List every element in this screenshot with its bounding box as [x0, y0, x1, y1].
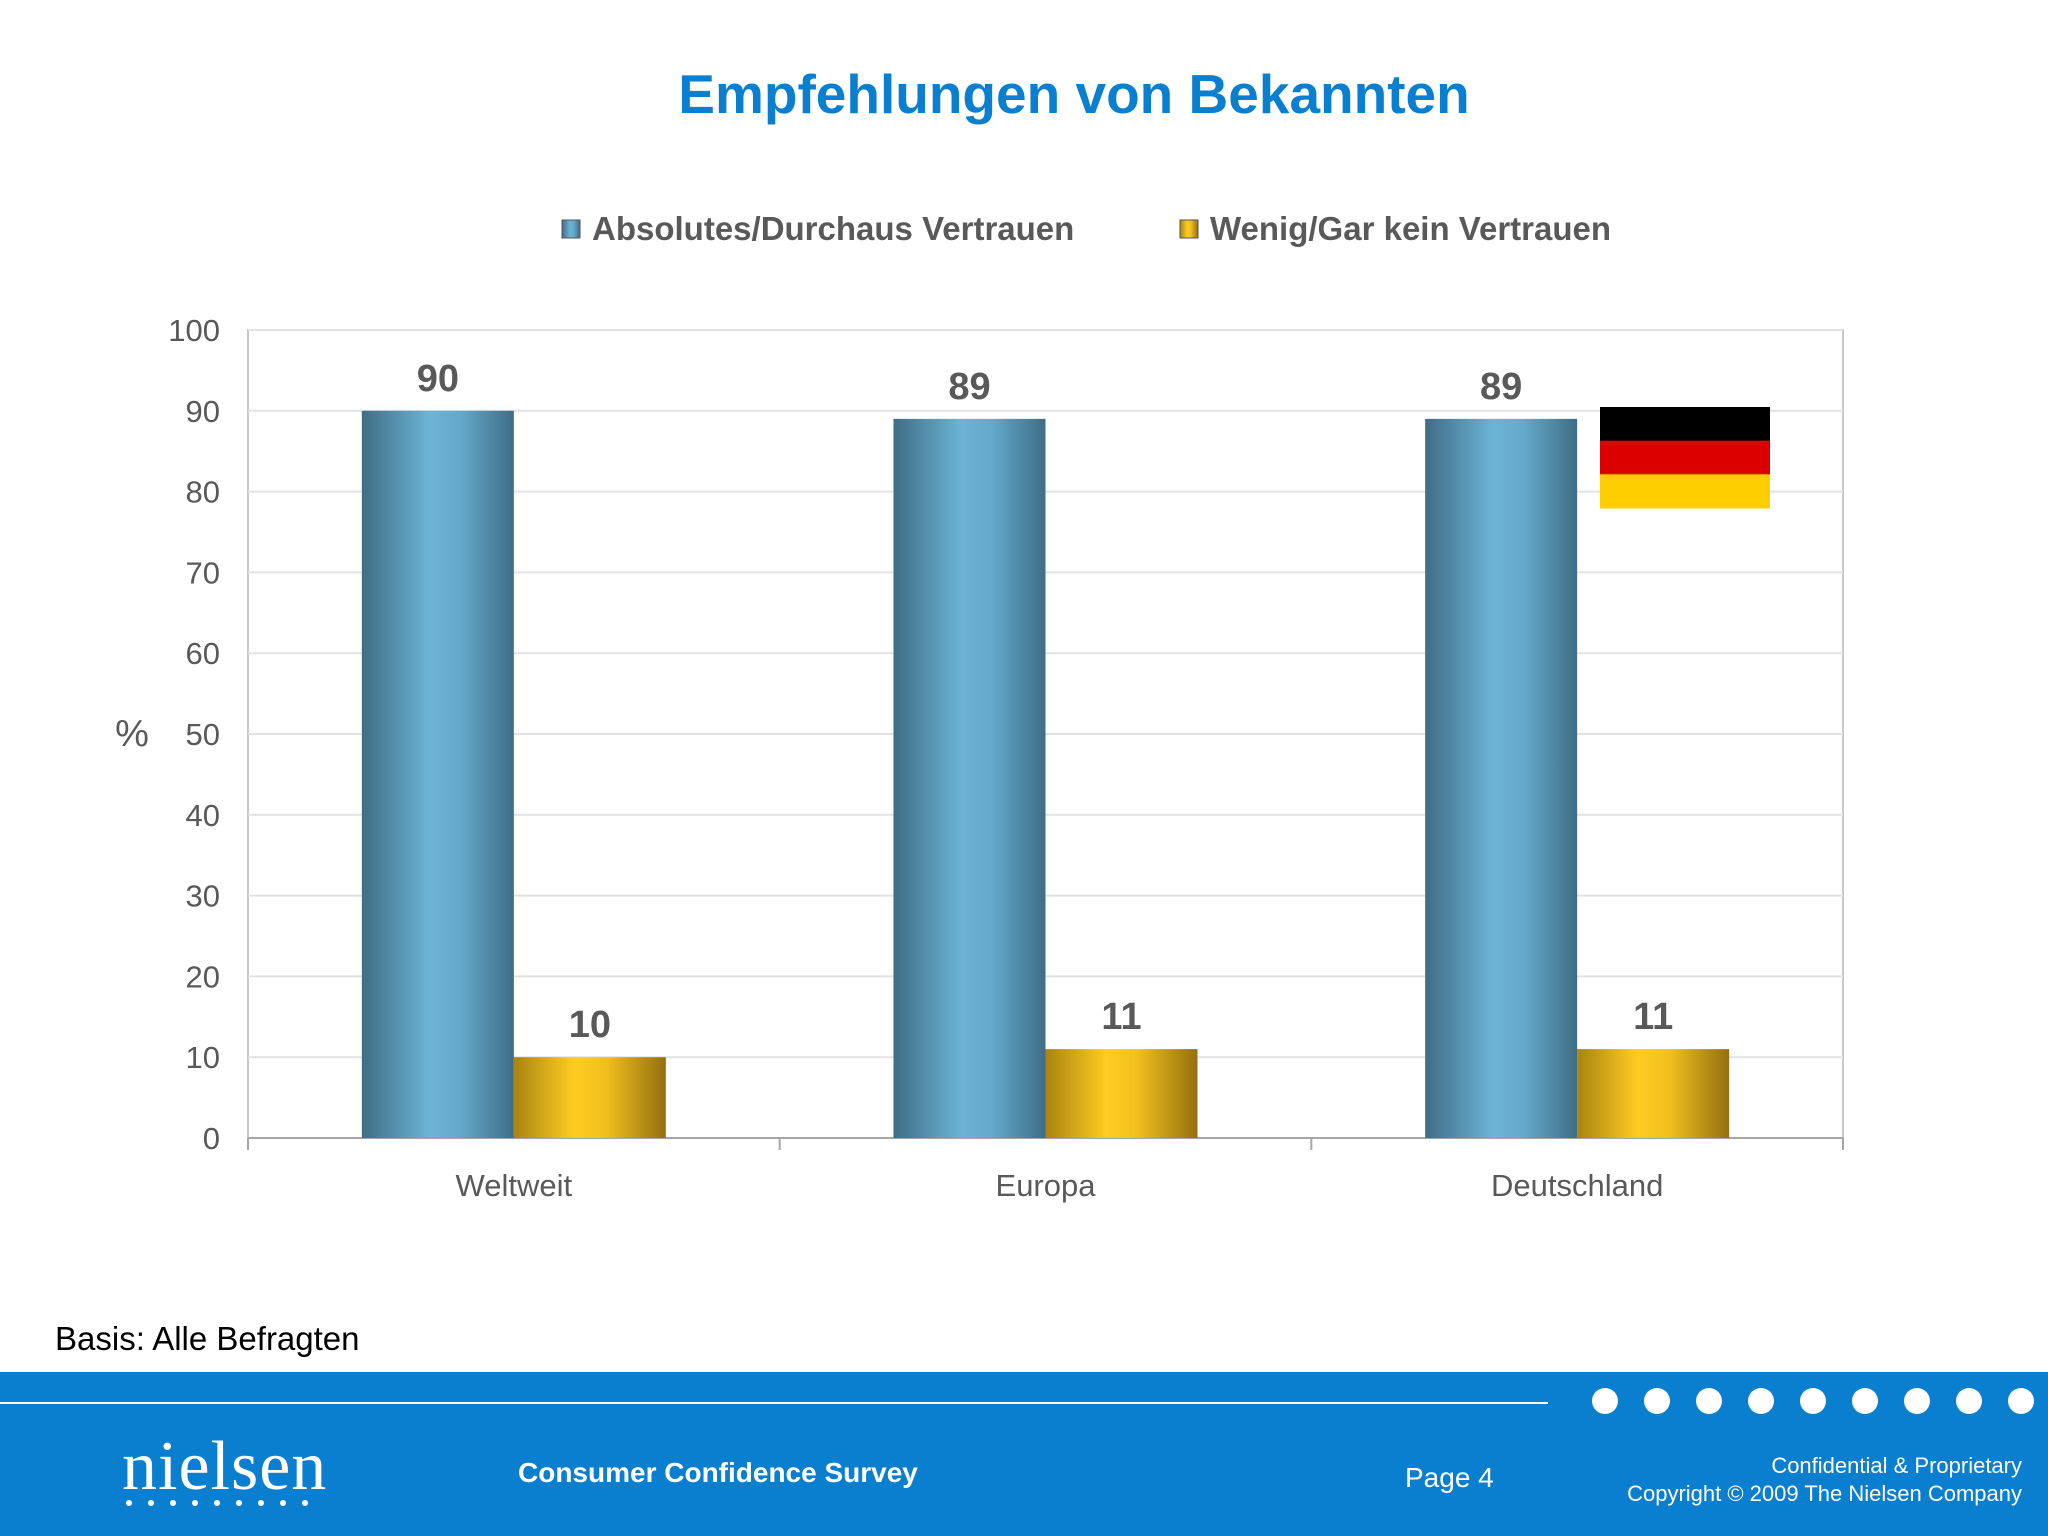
data-label: 10: [569, 1004, 611, 1046]
data-label: 89: [1480, 366, 1522, 408]
y-tick-label: 70: [186, 555, 220, 590]
chart-title: Empfehlungen von Bekannten: [678, 63, 1470, 125]
data-label: 11: [1101, 996, 1141, 1038]
y-tick-label: 90: [186, 394, 220, 429]
germany-flag-stripe: [1600, 440, 1770, 475]
x-tick-label: Deutschland: [1491, 1168, 1663, 1203]
dot-icon: [1800, 1388, 1826, 1414]
y-tick-label: 40: [186, 798, 220, 833]
y-axis-label: %: [115, 713, 149, 755]
x-tick-label: Weltweit: [456, 1168, 573, 1203]
legend-swatch: [1179, 219, 1199, 239]
confidential-label: Confidential & Proprietary: [1771, 1453, 2022, 1478]
x-tick-label: Europa: [996, 1168, 1097, 1203]
dot-icon: [2008, 1388, 2034, 1414]
dot-icon: [1904, 1388, 1930, 1414]
footer-divider: [0, 1402, 1548, 1404]
confidential-note: Confidential & Proprietary Copyright © 2…: [1627, 1452, 2022, 1508]
data-label: 89: [948, 366, 990, 408]
dot-icon: [1748, 1388, 1774, 1414]
bar: [513, 1057, 666, 1138]
dot-icon: [1592, 1388, 1618, 1414]
data-label: 90: [417, 358, 459, 400]
y-tick-label: 0: [203, 1121, 220, 1156]
y-tick-label: 10: [186, 1040, 220, 1075]
germany-flag-stripe: [1600, 474, 1770, 509]
legend-entry: Absolutes/Durchaus Vertrauen: [592, 210, 1074, 247]
bar: [893, 418, 1046, 1138]
y-tick-label: 50: [186, 717, 220, 752]
germany-flag-icon: [1600, 407, 1770, 509]
basis-note: Basis: Alle Befragten: [55, 1320, 360, 1357]
footer-bar: nielsen Consumer Confidence Survey Page …: [0, 1372, 2048, 1536]
nielsen-logo: nielsen: [122, 1428, 328, 1505]
dot-icon: [1696, 1388, 1722, 1414]
logo-dots: [126, 1500, 308, 1506]
dot-icon: [1956, 1388, 1982, 1414]
survey-name: Consumer Confidence Survey: [518, 1457, 918, 1488]
legend-swatch: [561, 219, 581, 239]
y-tick-label: 30: [186, 879, 220, 914]
bar: [361, 410, 514, 1138]
data-label: 11: [1633, 996, 1673, 1038]
y-tick-label: 60: [186, 636, 220, 671]
y-tick-label: 20: [186, 959, 220, 994]
legend-entry: Wenig/Gar kein Vertrauen: [1210, 210, 1611, 247]
y-tick-label: 80: [186, 475, 220, 510]
bar: [1577, 1049, 1730, 1138]
dot-icon: [1852, 1388, 1878, 1414]
footer-dots: [1592, 1388, 2034, 1414]
germany-flag-stripe: [1600, 407, 1770, 442]
bar-chart: 0 10 20 30 40 50 60 70 80 90 100% Weltweit Europa Deu…: [115, 210, 1844, 1203]
copyright-label: Copyright © 2009 The Nielsen Company: [1627, 1481, 2022, 1506]
y-tick-label: 100: [168, 313, 220, 348]
page-number: Page 4: [1405, 1462, 1494, 1493]
bar: [1425, 418, 1578, 1138]
dot-icon: [1644, 1388, 1670, 1414]
bar: [1045, 1049, 1198, 1138]
